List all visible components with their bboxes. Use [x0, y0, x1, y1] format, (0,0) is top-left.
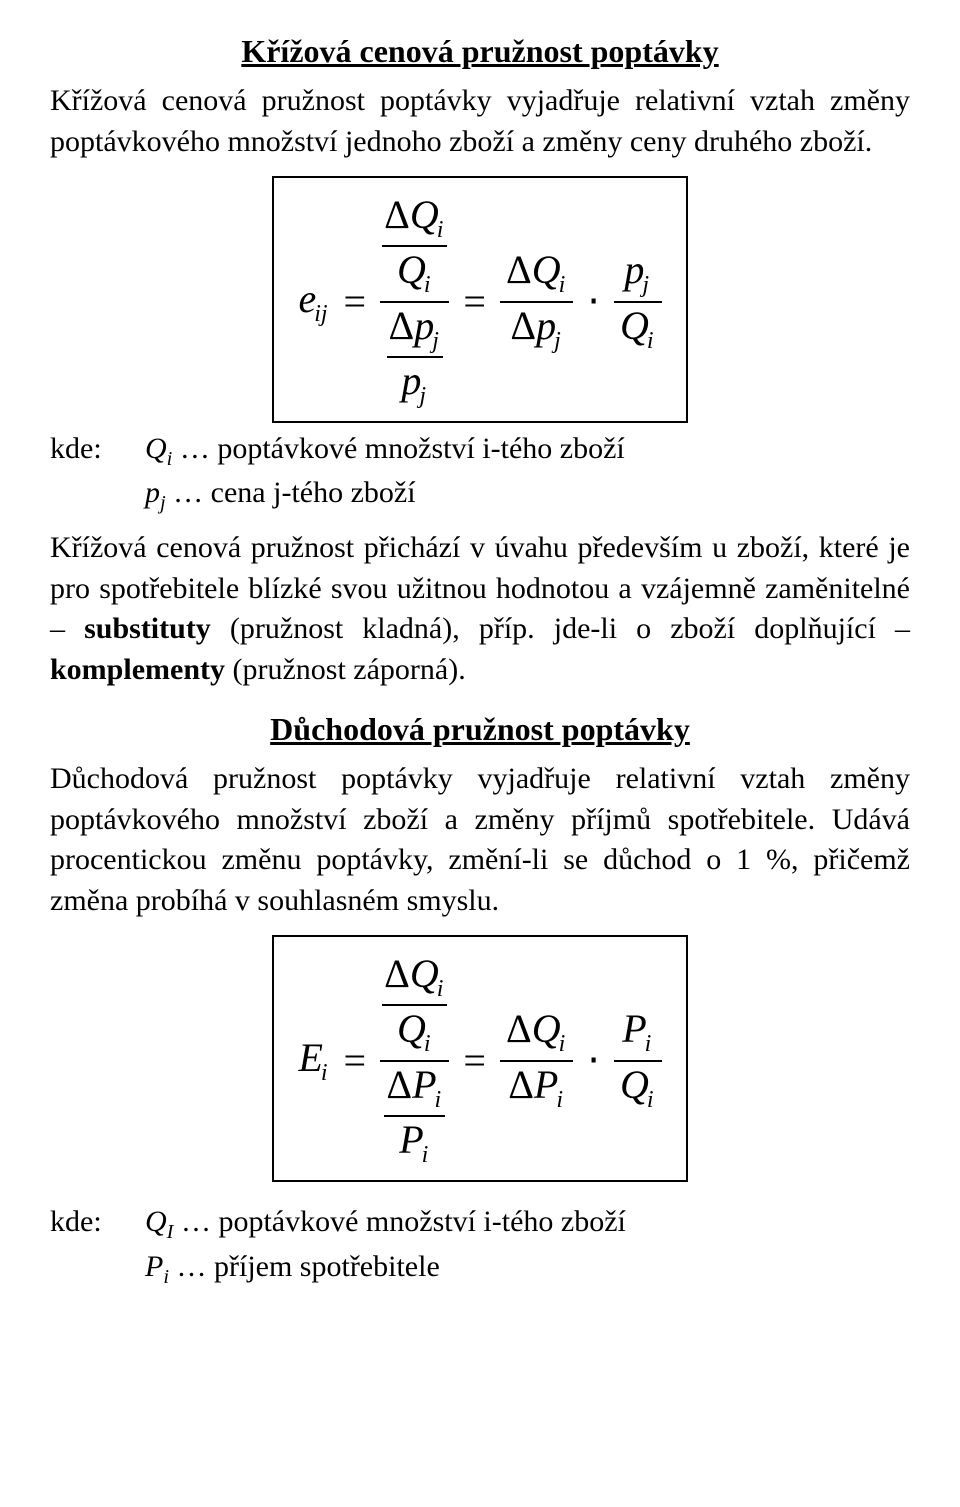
s5: Q: [532, 247, 561, 292]
f2s7: P: [622, 1006, 646, 1051]
formula1-bigfrac: ΔQi Qi Δpj pj: [380, 194, 449, 409]
section1-where: kde: Qi … poptávkové množství i-tého zbo…: [50, 429, 910, 518]
sub1: i: [437, 217, 444, 243]
where-body-4: Pi … příjem spotřebitele: [145, 1247, 910, 1292]
formula1-lhs-sub: ij: [314, 301, 327, 327]
formula2-big-num: ΔQi Qi: [382, 953, 447, 1057]
where-label-1b: [50, 473, 145, 518]
f2sub5: i: [559, 1031, 566, 1057]
section2-formula-box: Ei = ΔQi Qi ΔPi Pi: [272, 935, 687, 1182]
section1-formula-wrap: eij = ΔQi Qi Δpj pj: [50, 172, 910, 429]
section2-where-row2: Pi … příjem spotřebitele: [50, 1247, 910, 1292]
equals-2b: =: [459, 1034, 490, 1088]
f2sub6: i: [556, 1087, 563, 1113]
s2: Q: [397, 247, 426, 292]
section1-body: Křížová cenová pružnost přichází v úvahu…: [50, 528, 910, 690]
formula2-rhs1: ΔQi ΔPi: [500, 1008, 573, 1112]
f2sub8: i: [647, 1087, 654, 1113]
formula1-lhs: eij: [298, 272, 329, 330]
f2s1: Q: [410, 951, 439, 996]
f2s5: Q: [532, 1006, 561, 1051]
where-body-1: Qi … poptávkové množství i-tého zboží: [145, 429, 910, 474]
f2d3: Δ: [506, 1006, 532, 1051]
d3: Δ: [506, 247, 532, 292]
where-label-1: kde:: [50, 429, 145, 474]
f2-lhs-sub: i: [321, 1060, 328, 1086]
section2-intro: Důchodová pružnost poptávky vyjadřuje re…: [50, 759, 910, 921]
d4: Δ: [510, 303, 536, 348]
f2s3: P: [412, 1062, 436, 1107]
f2s2: Q: [397, 1006, 426, 1051]
f2sub3: i: [435, 1087, 442, 1113]
w3-sym: Q: [145, 1205, 167, 1238]
sub8: i: [647, 328, 654, 354]
f2d2: Δ: [386, 1062, 412, 1107]
where-label-2b: [50, 1247, 145, 1292]
section2-where: kde: QI … poptávkové množství i-tého zbo…: [50, 1202, 910, 1291]
dot1: ⋅: [583, 275, 604, 329]
sub3: j: [432, 328, 439, 354]
f2sub7: i: [645, 1031, 652, 1057]
f2d4: Δ: [508, 1062, 534, 1107]
sub5: i: [559, 272, 566, 298]
section1-heading: Křížová cenová pružnost poptávky: [50, 30, 910, 73]
f2s8: Q: [620, 1062, 649, 1107]
f2sub4: i: [422, 1142, 429, 1168]
body-bold2: komplementy: [50, 653, 225, 686]
f2-lhs-sym: E: [298, 1035, 322, 1080]
w1-sym: Q: [145, 432, 167, 465]
formula2-rhs2: Pi Qi: [614, 1008, 662, 1112]
s8: Q: [620, 303, 649, 348]
formula2-lhs: Ei: [298, 1031, 329, 1089]
section2-where-row1: kde: QI … poptávkové množství i-tého zbo…: [50, 1202, 910, 1247]
d1: Δ: [384, 192, 410, 237]
sub2: i: [424, 272, 431, 298]
section2-formula-wrap: Ei = ΔQi Qi ΔPi Pi: [50, 931, 910, 1188]
sub4: j: [419, 383, 426, 409]
d2: Δ: [389, 303, 415, 348]
formula2-bigfrac: ΔQi Qi ΔPi Pi: [380, 953, 449, 1168]
f2s4: P: [399, 1117, 423, 1162]
section1-formula: eij = ΔQi Qi Δpj pj: [298, 194, 661, 409]
equals-1a: =: [340, 275, 371, 329]
f2sub2: i: [424, 1031, 431, 1057]
section1-where-row2: pj … cena j-tého zboží: [50, 473, 910, 518]
w3-text: … poptávkové množství i-tého zboží: [173, 1205, 625, 1238]
body-mid2: (pružnost záporná).: [225, 653, 466, 686]
w4-text: … příjem spotřebitele: [169, 1250, 440, 1283]
w2-sym: p: [145, 476, 160, 509]
formula1-big-den: Δpj pj: [387, 305, 443, 409]
f2d1: Δ: [384, 951, 410, 996]
section2-heading: Důchodová pružnost poptávky: [50, 708, 910, 751]
formula1-rhs1: ΔQi Δpj: [500, 249, 573, 353]
formula1-big-num: ΔQi Qi: [382, 194, 447, 298]
body-bold1: substituty: [84, 612, 211, 645]
section1-intro: Křížová cenová pružnost poptávky vyjadřu…: [50, 81, 910, 162]
section1-formula-box: eij = ΔQi Qi Δpj pj: [272, 176, 687, 423]
f2s6: P: [534, 1062, 558, 1107]
s1: Q: [410, 192, 439, 237]
w1-text: … poptávkové množství i-tého zboží: [172, 432, 624, 465]
dot2: ⋅: [583, 1034, 604, 1088]
equals-2a: =: [340, 1034, 371, 1088]
formula2-big-den: ΔPi Pi: [384, 1064, 445, 1168]
f2sub1: i: [437, 976, 444, 1002]
page: Křížová cenová pružnost poptávky Křížová…: [0, 0, 960, 1341]
w4-sym: P: [145, 1250, 163, 1283]
section1-where-row1: kde: Qi … poptávkové množství i-tého zbo…: [50, 429, 910, 474]
equals-1b: =: [459, 275, 490, 329]
section2-formula: Ei = ΔQi Qi ΔPi Pi: [298, 953, 661, 1168]
where-body-2: pj … cena j-tého zboží: [145, 473, 910, 518]
formula1-rhs2: pj Qi: [614, 249, 662, 353]
body-mid1: (pružnost kladná), příp. jde-li o zboží …: [211, 612, 910, 645]
where-label-2: kde:: [50, 1202, 145, 1247]
sub7: j: [642, 272, 649, 298]
w2-text: … cena j-tého zboží: [166, 476, 416, 509]
where-body-3: QI … poptávkové množství i-tého zboží: [145, 1202, 910, 1247]
sub6: j: [554, 328, 561, 354]
